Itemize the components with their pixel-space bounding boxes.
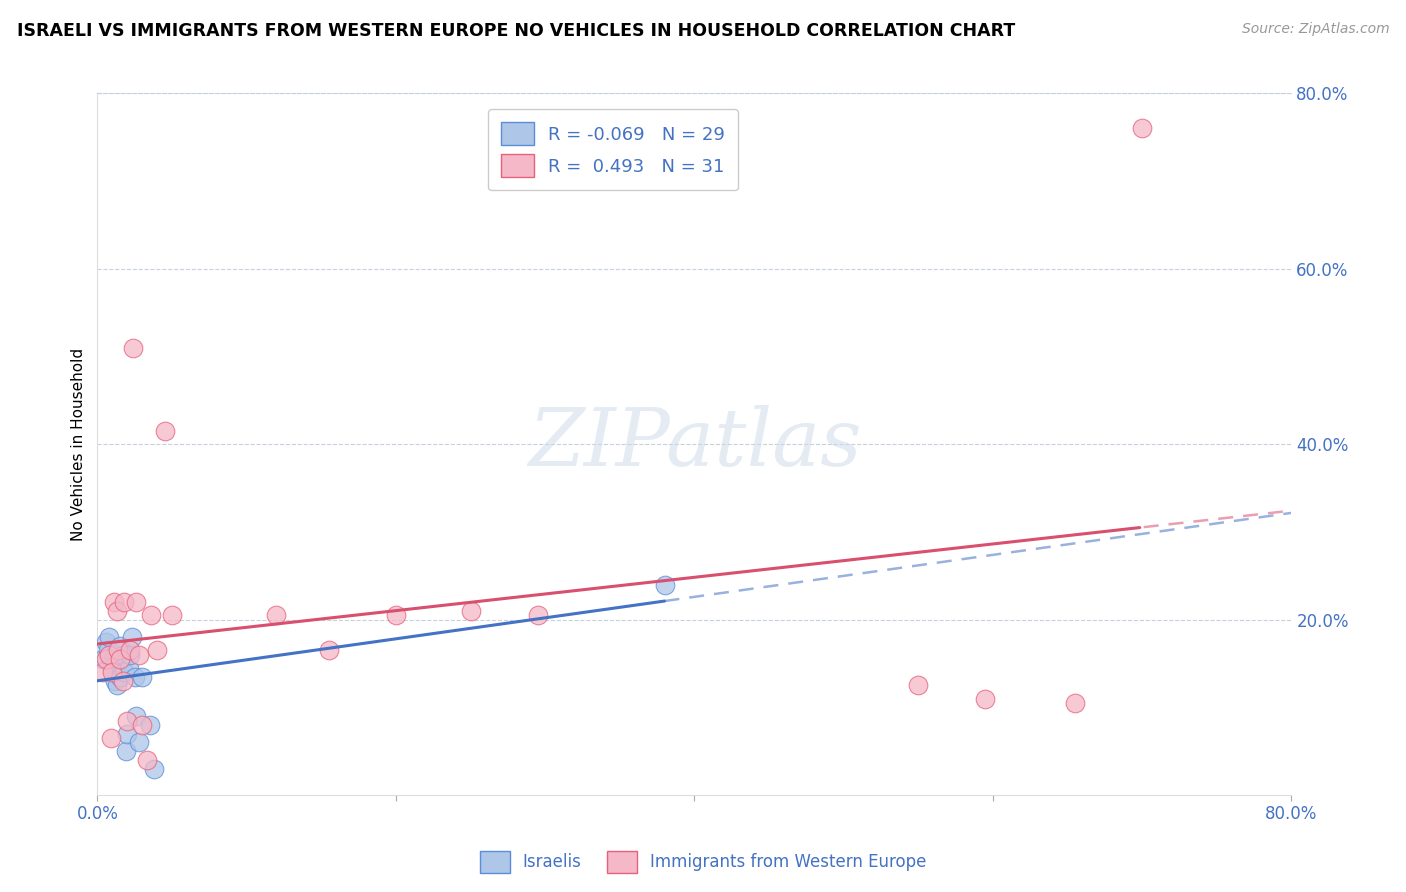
Point [101,661,124,675]
Point [654,577,676,591]
Point [120,643,142,657]
Point [91,652,114,666]
Point [107,648,129,662]
Point [131,670,153,684]
Point [974,691,997,706]
Point [110,652,132,666]
Point [96,634,118,648]
Point [100,657,122,671]
Point [98,648,121,662]
Text: ZIPatlas: ZIPatlas [527,406,860,483]
Point [160,608,183,623]
Point [114,744,136,758]
Point [107,643,129,657]
Point [318,643,340,657]
Point [97,643,120,657]
Text: Source: ZipAtlas.com: Source: ZipAtlas.com [1241,22,1389,37]
Point [112,665,135,680]
Point [105,604,128,618]
Point [143,762,166,776]
Point [105,652,128,666]
Point [125,595,148,609]
Point [131,718,153,732]
Point [1130,121,1153,136]
Y-axis label: No Vehicles in Household: No Vehicles in Household [72,348,86,541]
Point [907,678,929,692]
Point [100,731,122,745]
Point [146,643,169,657]
Point [111,673,134,688]
Point [153,424,176,438]
Point [108,670,131,684]
Point [460,604,482,618]
Point [101,665,124,680]
Point [526,608,548,623]
Point [135,753,157,767]
Point [104,673,127,688]
Point [1064,696,1087,710]
Point [139,608,162,623]
Point [121,630,143,644]
Point [124,670,146,684]
Point [115,726,138,740]
Point [103,648,125,662]
Point [385,608,408,623]
Point [128,735,150,749]
Point [266,608,288,623]
Point [128,648,150,662]
Point [105,678,128,692]
Point [118,661,141,675]
Point [108,652,131,666]
Point [108,639,131,653]
Point [98,630,121,644]
Point [122,341,145,355]
Point [115,714,138,728]
Point [125,709,148,723]
Point [112,595,135,609]
Text: ISRAELI VS IMMIGRANTS FROM WESTERN EUROPE NO VEHICLES IN HOUSEHOLD CORRELATION C: ISRAELI VS IMMIGRANTS FROM WESTERN EUROP… [17,22,1015,40]
Legend: R = -0.069   N = 29, R =  0.493   N = 31: R = -0.069 N = 29, R = 0.493 N = 31 [488,110,738,190]
Point [96,652,118,666]
Legend: Israelis, Immigrants from Western Europe: Israelis, Immigrants from Western Europe [472,845,934,880]
Point [104,657,127,671]
Point [120,648,142,662]
Point [138,718,160,732]
Point [111,648,134,662]
Point [91,665,114,680]
Point [103,595,125,609]
